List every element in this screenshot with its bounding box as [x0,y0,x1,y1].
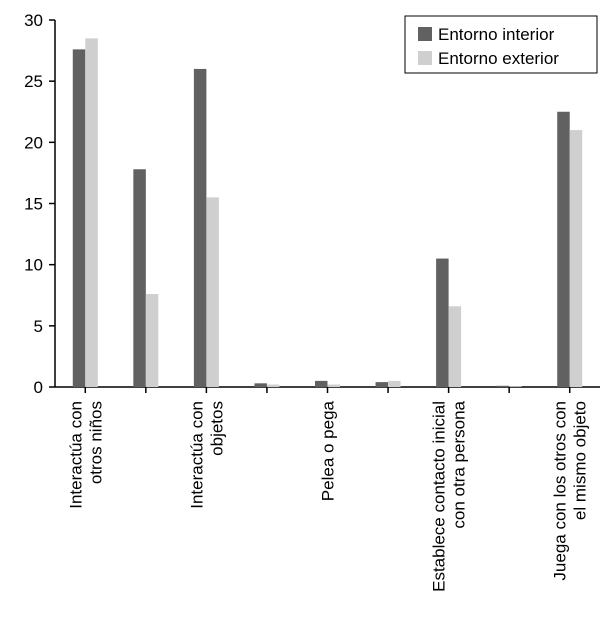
bar-entorno-exterior-1 [145,294,159,387]
x-category-label: objetos [207,401,226,456]
legend: Entorno interior Entorno exterior [404,15,598,74]
y-tick-label: 15 [24,195,43,214]
bar-entorno-interior-5 [375,382,389,387]
bar-entorno-interior-6 [436,258,449,387]
legend-box [404,15,598,74]
bar-entorno-exterior-0 [85,38,98,387]
category-labels: Interactúa con otros niños Interactúa con o… [66,400,589,591]
y-tick-label: 20 [24,133,43,152]
legend-label-entorno-interior: Entorno interior [438,25,555,44]
y-ticks: 0 5 10 15 20 25 30 [24,11,55,397]
y-tick-label: 5 [34,317,43,336]
y-tick-label: 30 [24,11,43,30]
y-tick-label: 10 [24,256,43,275]
x-category-label: Pelea o pega [319,400,338,501]
bar-entorno-exterior-6 [448,306,462,387]
bar-entorno-interior-1 [133,169,146,387]
bar-entorno-interior-4 [315,380,328,387]
legend-swatch-entorno-interior [418,27,432,41]
x-category-label: el mismo objeto [571,401,590,520]
bar-entorno-exterior-2 [206,197,219,387]
legend-swatch-entorno-exterior [418,51,432,65]
bar-entorno-interior-0 [72,49,86,388]
bar-entorno-exterior-8 [569,130,583,387]
bar-entorno-interior-2 [193,68,207,387]
bar-entorno-exterior-4 [327,384,340,387]
bar-entorno-interior-7 [496,385,510,387]
legend-label-entorno-exterior: Entorno exterior [438,49,559,68]
bar-entorno-exterior-7 [509,386,522,387]
x-ticks [84,387,571,393]
x-category-label: otros niños [86,401,105,484]
y-tick-label: 0 [34,378,43,397]
bar-entorno-interior-8 [557,111,570,387]
x-category-label: Interactúa con [187,401,206,509]
bars [72,38,583,388]
x-category-label: con otra persona [450,400,469,528]
x-category-label: Establece contacto inicial [430,401,449,592]
x-category-label: Juega con los otros con [551,401,570,581]
x-category-label: Interactúa con [66,401,85,509]
y-tick-label: 25 [24,72,43,91]
bar-entorno-interior-3 [254,383,267,387]
bar-entorno-exterior-5 [388,380,401,387]
bar-entorno-exterior-3 [266,384,280,387]
